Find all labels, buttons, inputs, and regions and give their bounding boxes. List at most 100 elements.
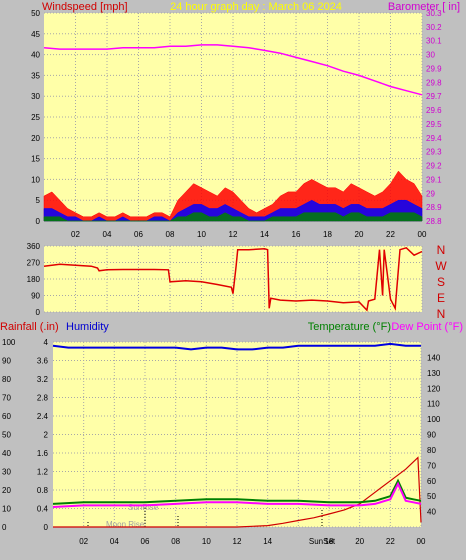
barometer-tick-label: 29.9 [426, 64, 442, 73]
rainfall-tick-label: 2.4 [37, 412, 49, 421]
humidity-tick-label: 50 [2, 431, 11, 440]
direction-tick-label: 270 [27, 259, 41, 268]
windspeed-tick-label: 20 [31, 134, 40, 143]
windspeed-axis-label: Windspeed [mph] [42, 1, 128, 13]
windspeed-axis-ticks: 0 5 10 15 20 25 30 35 40 45 50 [31, 9, 40, 226]
windspeed-tick-label: 5 [36, 196, 41, 205]
temperature-tick-label: 140 [427, 353, 441, 362]
direction-tick-label: 90 [31, 292, 40, 301]
barometer-tick-label: 30.2 [426, 23, 442, 32]
rainfall-tick-label: 0.8 [37, 486, 49, 495]
humidity-tick-label: 90 [2, 357, 11, 366]
rainfall-tick-label: 1.2 [37, 468, 49, 477]
wind-time-tick-label: 22 [386, 230, 395, 239]
temperature-tick-label: 60 [427, 477, 436, 486]
compass-label-n: N [437, 307, 446, 321]
barometer-tick-label: 29.4 [426, 134, 442, 143]
temperature-tick-label: 70 [427, 461, 436, 470]
dewpoint-axis-label: Dew Point (°F) [391, 321, 463, 333]
rain-time-tick-label: 02 [79, 537, 88, 546]
moonrise-label: Moon Rise [106, 520, 145, 529]
temperature-tick-label: 90 [427, 431, 436, 440]
barometer-tick-label: 30.1 [426, 37, 442, 46]
rain-time-axis-ticks: 02 04 06 08 10 12 14 18 20 22 00 [79, 537, 426, 546]
humidity-series [52, 342, 421, 351]
barometer-tick-label: 29.3 [426, 148, 442, 157]
windspeed-tick-label: 40 [31, 51, 40, 60]
direction-axis-ticks: 0 90 180 270 360 [27, 242, 41, 317]
rainfall-tick-label: 3.2 [37, 375, 49, 384]
humidity-tick-label: 100 [2, 338, 16, 347]
wind-direction-series [43, 246, 423, 312]
wind-time-tick-label: 04 [103, 230, 112, 239]
rain-time-tick-label: 14 [263, 537, 272, 546]
temperature-tick-label: 100 [427, 415, 441, 424]
humidity-tick-label: 20 [2, 486, 11, 495]
wind-direction-marks [43, 246, 423, 312]
rain-time-tick-label: 18 [325, 537, 334, 546]
humidity-tick-label: 0 [2, 523, 7, 532]
chart-title: 24 hour graph day : March 06 2024 [170, 1, 342, 13]
rain-time-tick-label: 22 [386, 537, 395, 546]
humidity-tick-label: 80 [2, 375, 11, 384]
wind-time-tick-label: 08 [166, 230, 175, 239]
temperature-tick-label: 40 [427, 508, 436, 517]
rainfall-tick-label: 0.4 [37, 505, 49, 514]
astronomy-markers: SunRise Moon Rise [87, 503, 323, 529]
rainfall-tick-label: 1.6 [37, 449, 49, 458]
temperature-tick-label: 50 [427, 492, 436, 501]
rainfall-series [53, 456, 422, 528]
rain-time-tick-label: 00 [417, 537, 426, 546]
temperature-tick-label: 120 [427, 384, 441, 393]
windspeed-tick-label: 10 [31, 175, 40, 184]
wind-time-tick-label: 10 [197, 230, 206, 239]
direction-tick-label: 180 [27, 275, 41, 284]
windspeed-tick-label: 15 [31, 155, 40, 164]
rainfall-axis-ticks: 0 0.4 0.8 1.2 1.6 2 2.4 2.8 3.2 3.6 4 [37, 338, 49, 532]
windspeed-tick-label: 30 [31, 92, 40, 101]
wind-time-tick-label: 02 [71, 230, 80, 239]
barometer-tick-label: 29 [426, 189, 435, 198]
temperature-axis-ticks: 40 50 60 70 80 90 100 110 120 130 140 [427, 353, 441, 516]
barometer-tick-label: 29.2 [426, 162, 442, 171]
barometer-tick-label: 30 [426, 51, 435, 60]
sunset-label: SunSet [309, 537, 336, 546]
wind-time-tick-label: 18 [323, 230, 332, 239]
rain-temp-marks [52, 342, 422, 528]
wind-time-tick-label: 12 [229, 230, 238, 239]
rain-temp-grid [53, 341, 422, 528]
rainfall-tick-label: 2.8 [37, 394, 49, 403]
compass-label-e: E [437, 291, 445, 305]
humidity-tick-label: 40 [2, 449, 11, 458]
wind-barometer-marks [43, 44, 423, 222]
rain-time-tick-label: 10 [202, 537, 211, 546]
temperature-axis-label: Temperature (°F) [308, 321, 391, 333]
windspeed-tick-label: 35 [31, 71, 40, 80]
windspeed-tick-label: 0 [36, 217, 41, 226]
compass-label-n: N [437, 243, 446, 257]
barometer-tick-label: 30.3 [426, 9, 442, 18]
temperature-tick-label: 110 [427, 400, 440, 409]
humidity-tick-label: 60 [2, 412, 11, 421]
wind-time-tick-label: 20 [355, 230, 364, 239]
rainfall-tick-label: 3.6 [37, 357, 49, 366]
barometer-tick-label: 29.5 [426, 120, 442, 129]
barometer-series [43, 44, 423, 96]
humidity-axis-ticks: 0 10 20 30 40 50 60 70 80 90 100 [2, 338, 16, 532]
barometer-axis-label: Barometer [ in] [388, 1, 460, 13]
wind-time-tick-label: 16 [292, 230, 301, 239]
rain-time-tick-label: 08 [171, 537, 180, 546]
windspeed-tick-label: 45 [31, 30, 40, 39]
wind-time-tick-label: 00 [418, 230, 427, 239]
windspeed-tick-label: 50 [31, 9, 40, 18]
compass-label-s: S [437, 275, 445, 289]
temperature-series [52, 478, 422, 505]
rainfall-axis-label: Rainfall (.in) [0, 321, 59, 333]
wind-time-tick-label: 06 [134, 230, 143, 239]
humidity-tick-label: 30 [2, 468, 11, 477]
barometer-tick-label: 29.6 [426, 106, 442, 115]
wind-time-axis-ticks: 02 04 06 08 10 12 14 16 18 20 22 00 [71, 230, 427, 239]
rain-time-tick-label: 20 [355, 537, 364, 546]
sunrise-label: SunRise [128, 503, 159, 512]
